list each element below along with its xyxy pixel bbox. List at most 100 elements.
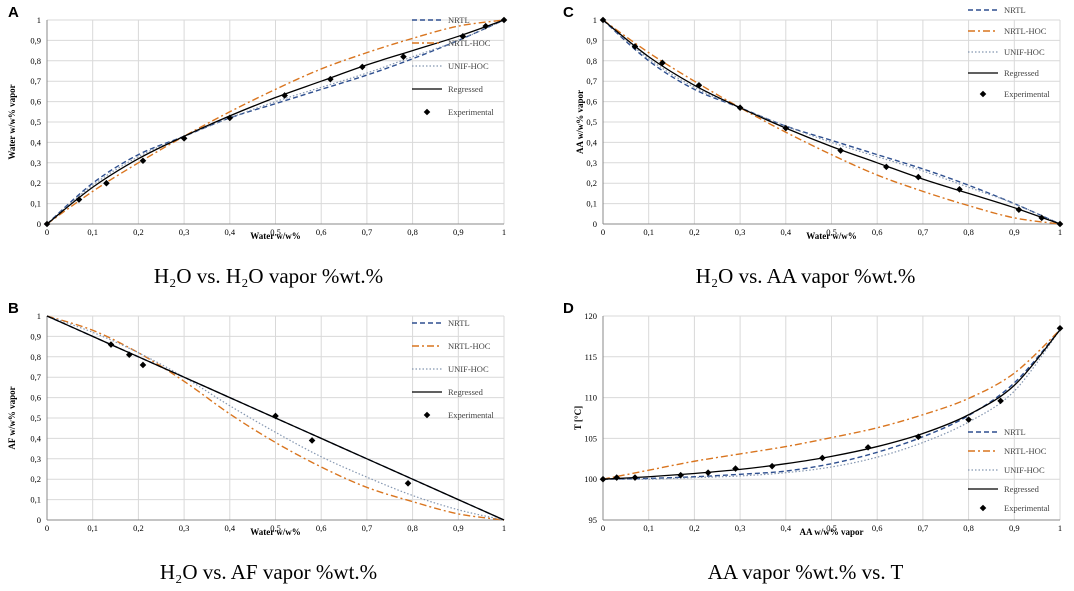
y-tick-label: 0,3: [30, 454, 41, 464]
x-tick-label: 0,7: [918, 523, 929, 533]
series-line-unif-hoc: [602, 19, 1061, 225]
legend-label: NRTL: [1004, 427, 1026, 437]
experimental-point: [400, 53, 407, 61]
panel-letter: D: [563, 300, 574, 317]
experimental-point: [1056, 324, 1064, 332]
experimental-point: [359, 63, 366, 71]
series-line-nrtl-hoc: [46, 19, 505, 225]
panel-letter: C: [563, 4, 574, 21]
x-tick-label: 0,6: [872, 227, 883, 237]
y-tick-label: 0,7: [30, 76, 41, 86]
experimental-point: [75, 196, 83, 203]
x-axis-label: Water w/w%: [806, 231, 857, 241]
x-tick-label: 0: [45, 227, 49, 237]
x-tick-label: 0,3: [735, 523, 746, 533]
x-tick-label: 0,2: [689, 523, 700, 533]
x-tick-label: 0,8: [963, 523, 974, 533]
experimental-point: [613, 474, 621, 481]
y-tick-label: 0,9: [30, 331, 41, 341]
x-tick-label: 0,9: [1009, 523, 1020, 533]
x-tick-label: 0: [601, 227, 605, 237]
y-tick-label: 0,5: [586, 117, 597, 127]
legend-label: Experimental: [1004, 89, 1050, 99]
x-tick-label: 0,3: [179, 227, 190, 237]
y-tick-label: 0: [37, 219, 41, 229]
x-tick-label: 0,7: [362, 523, 373, 533]
chart-caption: AA vapor %wt.% vs. T: [707, 560, 904, 584]
x-axis-label: Water w/w%: [250, 231, 301, 241]
x-tick-label: 1: [1058, 227, 1062, 237]
x-axis-label: Water w/w%: [250, 527, 301, 537]
x-tick-label: 0,2: [689, 227, 700, 237]
y-tick-label: 0,7: [586, 76, 597, 86]
y-tick-label: 0,4: [30, 433, 41, 443]
y-tick-label: 0,4: [30, 137, 41, 147]
experimental-point: [864, 444, 872, 451]
panel-a: A 0 0,1 0,2 0,3 0,4 0,5 0,6 0,7 0,8 0,9 1 0 0,1 0,2 0,…: [0, 0, 537, 295]
x-tick-label: 0,8: [407, 523, 418, 533]
legend-label: NRTL: [448, 318, 470, 328]
legend-label: NRTL: [448, 15, 470, 25]
legend-label: Experimental: [1004, 503, 1050, 513]
x-tick-label: 0,1: [643, 227, 654, 237]
y-tick-label: 1: [593, 15, 597, 25]
experimental-point: [1038, 214, 1046, 222]
y-tick-label: 120: [584, 311, 597, 321]
experimental-point: [125, 351, 133, 359]
y-axis-label: AF w/w% vapor: [7, 386, 17, 449]
x-tick-label: 0,8: [963, 227, 974, 237]
chart-caption: H₂O vs. AA vapor %wt.%: [695, 264, 916, 288]
y-tick-label: 0,1: [30, 199, 41, 209]
x-tick-label: 0,4: [780, 227, 791, 237]
y-tick-label: 0,3: [586, 158, 597, 168]
legend-label: Experimental: [448, 410, 494, 420]
y-tick-label: 0: [593, 219, 597, 229]
experimental-point: [631, 474, 639, 481]
y-tick-label: 0,9: [30, 35, 41, 45]
legend-label: Regressed: [448, 387, 484, 397]
experimental-point: [837, 147, 844, 154]
x-tick-label: 0,5: [270, 523, 281, 533]
x-tick-label: 0: [45, 523, 49, 533]
experimental-point: [1056, 220, 1064, 228]
x-tick-label: 0,7: [918, 227, 929, 237]
y-tick-label: 0,3: [30, 158, 41, 168]
experimental-point: [997, 397, 1004, 405]
x-tick-label: 0,1: [87, 227, 98, 237]
y-tick-label: 0,8: [586, 56, 597, 66]
x-tick-label: 0,4: [224, 523, 235, 533]
x-tick-label: 1: [1058, 523, 1062, 533]
legend-label: UNIF-HOC: [1004, 465, 1045, 475]
y-tick-label: 1: [37, 311, 41, 321]
experimental-point: [768, 462, 776, 470]
experimental-point: [500, 16, 508, 24]
legend-marker-experimental: [423, 411, 431, 419]
y-tick-label: 0,8: [30, 352, 41, 362]
experimental-point: [704, 469, 712, 476]
chart-a: 0 0,1 0,2 0,3 0,4 0,5 0,6 0,7 0,8 0,9 1 0 0,1 0,2 0,3 0…: [7, 15, 508, 241]
experimental-point: [915, 433, 922, 441]
y-tick-label: 1: [37, 15, 41, 25]
experimental-point: [308, 437, 316, 444]
legend-label: NRTL-HOC: [1004, 26, 1047, 36]
y-tick-label: 0,2: [30, 178, 41, 188]
y-tick-label: 0,6: [586, 97, 597, 107]
legend-marker-experimental: [979, 504, 987, 512]
legend-label: NRTL-HOC: [1004, 446, 1047, 456]
x-tick-label: 0,2: [133, 523, 144, 533]
x-tick-label: 0,4: [780, 523, 791, 533]
chart-c: 0 0,1 0,2 0,3 0,4 0,5 0,6 0,7 0,8 0,9 1 0 0,1 0,2 0,3 0…: [575, 5, 1064, 241]
y-tick-label: 115: [585, 352, 597, 362]
legend-label: UNIF-HOC: [448, 61, 489, 71]
chart-b: 0 0,1 0,2 0,3 0,4 0,5 0,6 0,7 0,8 0,9 1 0 0,1 0,2 0,3 0…: [7, 311, 506, 537]
x-tick-label: 0,7: [362, 227, 373, 237]
y-tick-label: 105: [584, 433, 597, 443]
panel-b: B 0 0,1 0,2 0,3 0,4 0,5 0,6 0,7 0,8 0,9 1 0 0,1 0,2 0,…: [0, 296, 537, 591]
y-tick-label: 0,2: [30, 474, 41, 484]
legend-label: Experimental: [448, 107, 494, 117]
y-tick-label: 0,6: [30, 97, 41, 107]
experimental-point: [226, 114, 234, 122]
experimental-point: [659, 59, 666, 67]
x-tick-label: 0,9: [453, 523, 464, 533]
y-tick-label: 0,1: [30, 495, 41, 505]
